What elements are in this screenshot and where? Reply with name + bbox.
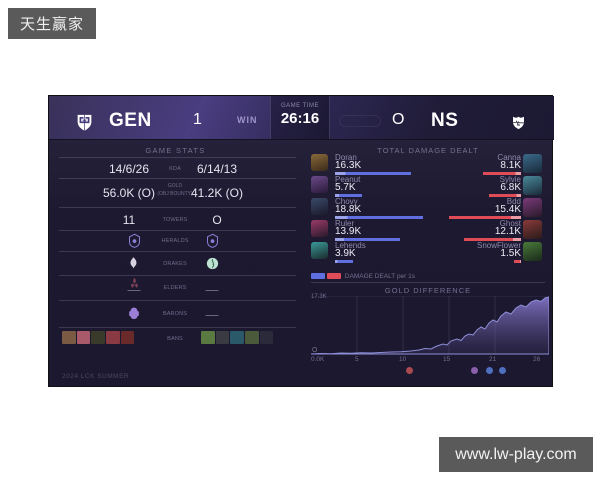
svg-text:NS: NS [517,125,521,127]
